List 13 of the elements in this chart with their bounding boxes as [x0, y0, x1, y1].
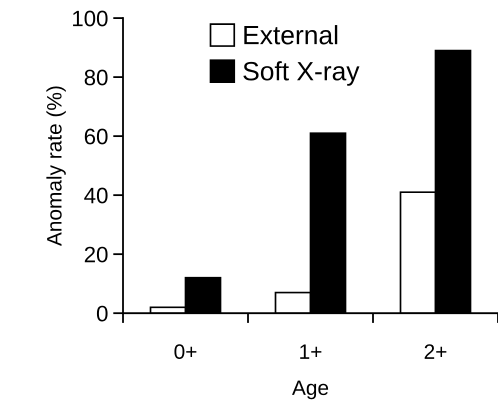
- y-tick-label: 20: [84, 246, 108, 262]
- y-tick-label: 40: [84, 188, 108, 204]
- y-tick-label: 100: [73, 10, 108, 26]
- legend-label: Soft X-ray: [243, 61, 360, 86]
- y-tick-label: 80: [84, 70, 108, 86]
- y-tick-label: 0: [96, 306, 108, 322]
- y-axis-title: Anomaly rate (%): [46, 86, 66, 246]
- legend-label: External: [244, 25, 338, 44]
- x-tick-label: 1+: [300, 344, 322, 359]
- x-axis-title: Age: [292, 380, 328, 400]
- x-tick-label: 0+: [174, 344, 196, 360]
- y-tick-label: 60: [84, 128, 108, 144]
- x-tick-label: 2+: [424, 344, 446, 359]
